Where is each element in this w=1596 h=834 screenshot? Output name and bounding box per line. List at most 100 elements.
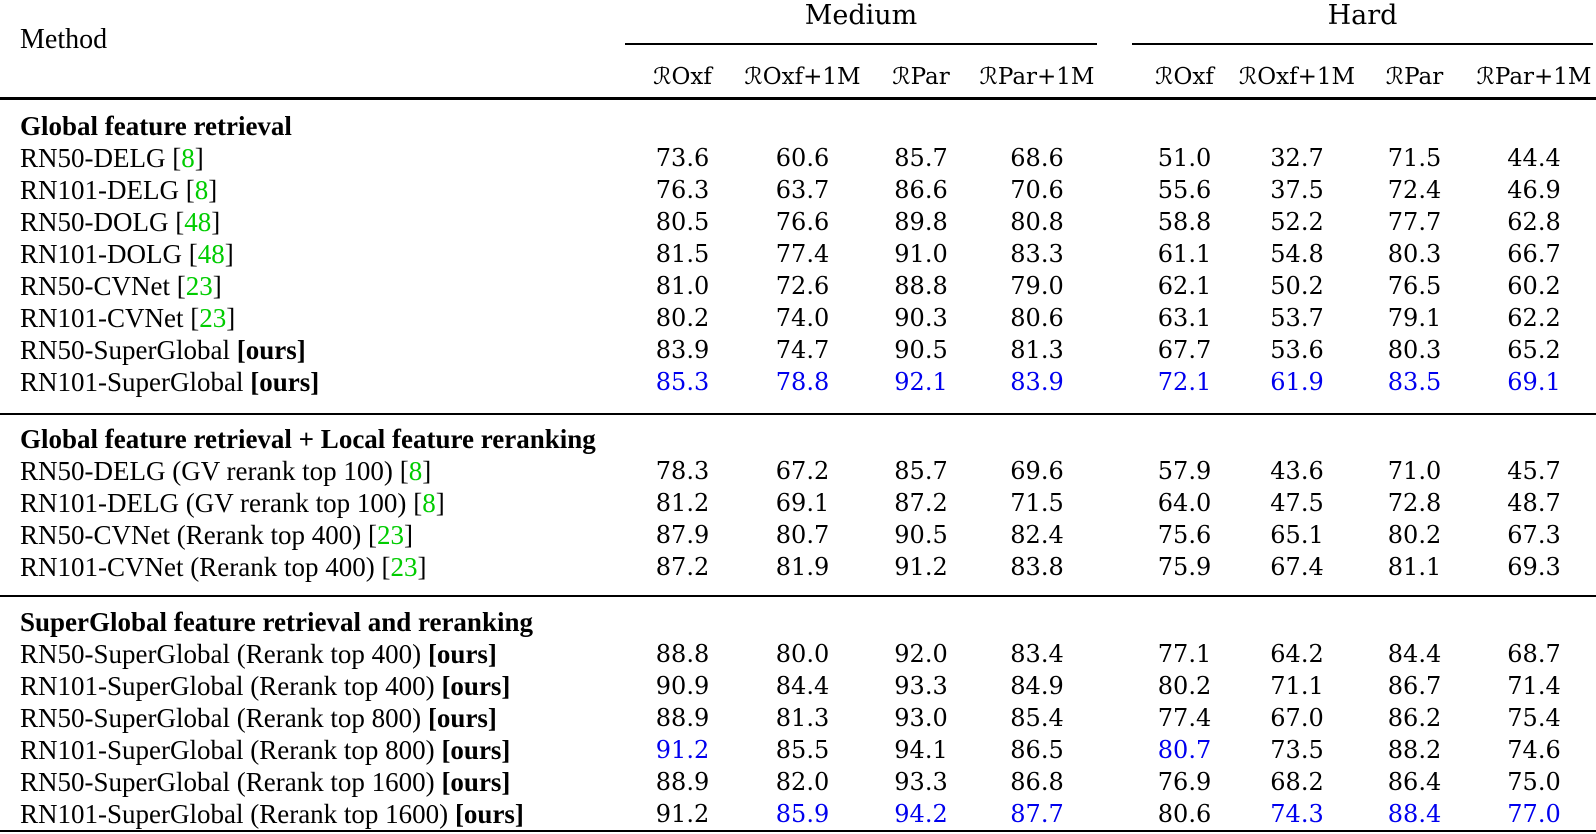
group-header-hard: Hard — [1327, 0, 1398, 31]
metric-value: 68.6 — [1010, 144, 1064, 172]
metric-value: 81.5 — [655, 240, 710, 268]
metric-value: 85.9 — [775, 800, 830, 828]
citation-number: 23 — [390, 552, 418, 582]
group-gap — [1097, 302, 1132, 334]
table-header: Method Medium Hard ℛOxf ℛOxf+1M ℛPar ℛPa… — [0, 0, 1596, 101]
group-gap — [1097, 551, 1132, 583]
metric-value: 82.0 — [775, 768, 830, 796]
table-row: RN50-SuperGlobal (Rerank top 1600) [ours… — [0, 766, 1596, 798]
method-cell: RN50-SuperGlobal [ours] — [0, 334, 625, 366]
metric-value: 50.2 — [1270, 272, 1324, 300]
method-name: RN50-DELG — [20, 143, 166, 173]
metric-value: 48.7 — [1507, 489, 1561, 517]
metric-value: 94.1 — [894, 736, 948, 764]
metric-value: 76.5 — [1387, 272, 1442, 300]
metric-value: 90.5 — [894, 336, 948, 364]
metric-value: 52.2 — [1270, 208, 1324, 236]
method-name: RN101-SuperGlobal (Rerank top 800) — [20, 735, 435, 765]
method-cell: RN50-DELG [8] — [20, 143, 204, 173]
metric-value: 69.3 — [1507, 553, 1561, 581]
method-name: RN101-SuperGlobal — [20, 367, 244, 397]
ours-tag: [ours] — [250, 367, 320, 397]
metric-value: 86.8 — [1010, 768, 1064, 796]
metric-value: 75.6 — [1157, 521, 1212, 549]
table-row: RN101-SuperGlobal (Rerank top 1600) [our… — [0, 798, 1596, 830]
group-gap — [1097, 238, 1132, 270]
metric-value: 74.0 — [775, 304, 830, 332]
method-name: RN101-SuperGlobal (Rerank top 400) — [20, 671, 435, 701]
metric-value: 67.7 — [1157, 336, 1212, 364]
metric-value: 85.5 — [775, 736, 830, 764]
metric-value: 86.6 — [894, 176, 948, 204]
group-gap — [1097, 766, 1132, 798]
method-cell: RN50-SuperGlobal (Rerank top 400) [ours] — [0, 638, 625, 670]
metric-value: 77.0 — [1507, 800, 1561, 828]
metric-value: 74.6 — [1507, 736, 1561, 764]
metric-value: 84.4 — [775, 672, 830, 700]
group-gap — [1097, 206, 1132, 238]
column-header-medium-rpar1m: ℛPar+1M — [979, 64, 1095, 90]
metric-value: 43.6 — [1270, 457, 1324, 485]
table-row: RN101-DELG [8] 76.3 63.7 86.6 70.6 55.6 37.5 72… — [0, 174, 1596, 206]
group-gap — [1097, 734, 1132, 766]
metric-value: 91.0 — [894, 240, 948, 268]
method-cell: RN101-SuperGlobal (Rerank top 400) [ours… — [0, 670, 625, 702]
header-rule — [0, 97, 1596, 100]
metric-value: 80.7 — [1157, 736, 1212, 764]
group-gap — [1097, 487, 1132, 519]
method-name: RN50-DOLG — [20, 207, 169, 237]
metric-value: 67.3 — [1507, 521, 1561, 549]
method-name: RN50-SuperGlobal (Rerank top 800) — [20, 703, 422, 733]
ours-tag: [ours] — [441, 767, 511, 797]
metric-value: 72.8 — [1387, 489, 1442, 517]
metric-value: 90.9 — [655, 672, 710, 700]
metric-value: 67.4 — [1270, 553, 1324, 581]
method-cell: RN101-SuperGlobal (Rerank top 800) [ours… — [0, 734, 625, 766]
metric-value: 77.4 — [1157, 704, 1212, 732]
metric-value: 76.9 — [1157, 768, 1212, 796]
metric-value: 67.0 — [1270, 704, 1324, 732]
group-gap — [1097, 638, 1132, 670]
metric-value: 80.7 — [775, 521, 830, 549]
group-gap — [1097, 670, 1132, 702]
metric-value: 87.2 — [894, 489, 948, 517]
metric-value: 37.5 — [1270, 176, 1324, 204]
column-header-hard-roxf1m: ℛOxf+1M — [1238, 64, 1356, 90]
table-section: Global feature retrieval + Local feature… — [0, 415, 1596, 597]
method-cell: RN101-CVNet [23] — [20, 303, 236, 333]
method-cell: RN50-CVNet (Rerank top 400) [23] — [20, 520, 413, 550]
metric-value: 65.2 — [1507, 336, 1561, 364]
metric-value: 80.6 — [1010, 304, 1064, 332]
metric-value: 68.2 — [1270, 768, 1324, 796]
metric-value: 83.5 — [1387, 368, 1442, 396]
metric-value: 51.0 — [1157, 144, 1212, 172]
table-section: Global feature retrieval RN50-DELG [8] 73.… — [0, 100, 1596, 415]
table-row: RN101-CVNet [23] 80.2 74.0 90.3 80.6 63.1 53.7… — [0, 302, 1596, 334]
citation-number: 48 — [197, 239, 225, 269]
metric-value: 63.7 — [775, 176, 830, 204]
method-cell: RN101-SuperGlobal (Rerank top 1600) [our… — [0, 798, 625, 830]
metric-value: 72.4 — [1387, 176, 1442, 204]
metric-value: 93.3 — [894, 768, 948, 796]
metric-value: 68.7 — [1507, 640, 1561, 668]
method-cell: RN50-CVNet [23] — [20, 271, 222, 301]
method-name: RN101-DOLG — [20, 239, 182, 269]
metric-value: 77.4 — [775, 240, 830, 268]
method-cell: RN101-DOLG [48] — [20, 239, 234, 269]
table-row: RN50-DOLG [48] 80.5 76.6 89.8 80.8 58.8 52.2 77… — [0, 206, 1596, 238]
metric-value: 86.4 — [1387, 768, 1442, 796]
metric-value: 94.2 — [894, 800, 948, 828]
metric-value: 62.2 — [1507, 304, 1561, 332]
table-row: RN50-CVNet [23] 81.0 72.6 88.8 79.0 62.1 50.2 7… — [0, 270, 1596, 302]
metric-value: 61.9 — [1270, 368, 1324, 396]
ours-tag: [ours] — [236, 335, 306, 365]
group-gap — [1097, 174, 1132, 206]
metric-value: 90.3 — [894, 304, 948, 332]
metric-value: 80.6 — [1157, 800, 1212, 828]
metric-value: 85.7 — [894, 144, 948, 172]
metric-value: 88.8 — [894, 272, 948, 300]
metric-value: 91.2 — [655, 800, 710, 828]
citation-number: 23 — [185, 271, 213, 301]
metric-value: 82.4 — [1010, 521, 1064, 549]
metric-value: 84.4 — [1387, 640, 1442, 668]
